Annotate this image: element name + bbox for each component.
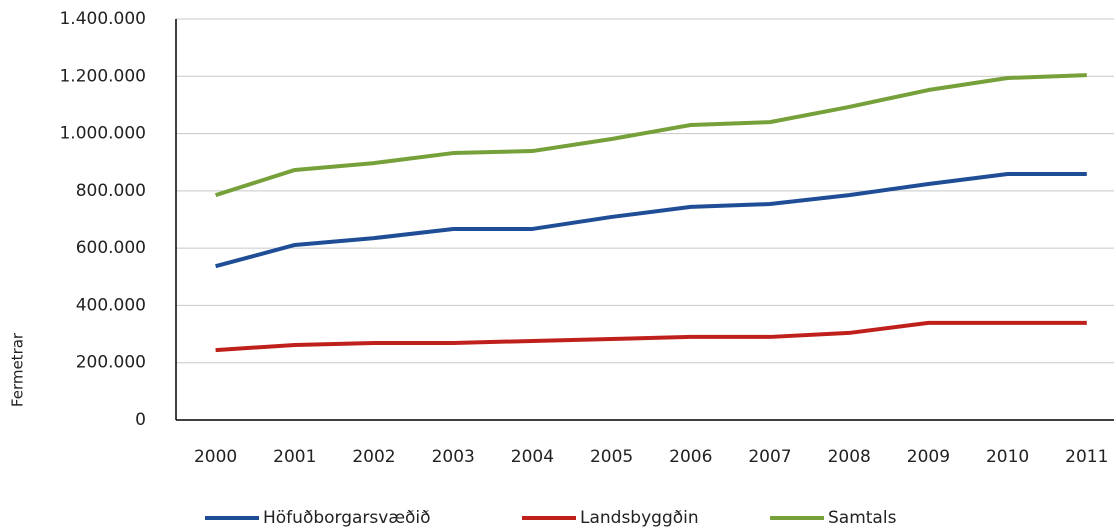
legend-label: Landsbyggðin	[580, 508, 699, 528]
x-tick-label: 2006	[669, 447, 712, 467]
x-tick-label: 2011	[1065, 447, 1108, 467]
x-tick-label: 2009	[907, 447, 950, 467]
x-tick-label: 2005	[590, 447, 633, 467]
y-tick-label: 0	[135, 410, 146, 430]
y-tick-label: 800.000	[76, 181, 146, 201]
y-tick-label: 1.400.000	[59, 9, 146, 29]
line-series	[214, 73, 1087, 198]
x-tick-label: 2001	[273, 447, 316, 467]
x-tick-label: 2003	[432, 447, 475, 467]
line-series	[215, 320, 1087, 353]
x-tick-label: 2004	[511, 447, 554, 467]
x-tick-label: 2008	[828, 447, 871, 467]
legend-label: Samtals	[828, 508, 897, 528]
x-tick-label: 2000	[194, 447, 237, 467]
y-tick-label: 400.000	[76, 295, 146, 315]
x-tick-label: 2010	[986, 447, 1029, 467]
y-tick-label: 1.000.000	[59, 124, 146, 144]
x-tick-label: 2007	[748, 447, 791, 467]
y-tick-label: 1.200.000	[59, 66, 146, 86]
y-tick-label: 600.000	[76, 238, 146, 258]
line-series	[215, 171, 1087, 269]
x-tick-label: 2002	[352, 447, 395, 467]
legend-label: Höfuðborgarsvæðið	[263, 508, 431, 528]
y-axis-label: Fermetrar	[9, 332, 27, 407]
y-tick-label: 200.000	[76, 353, 146, 373]
